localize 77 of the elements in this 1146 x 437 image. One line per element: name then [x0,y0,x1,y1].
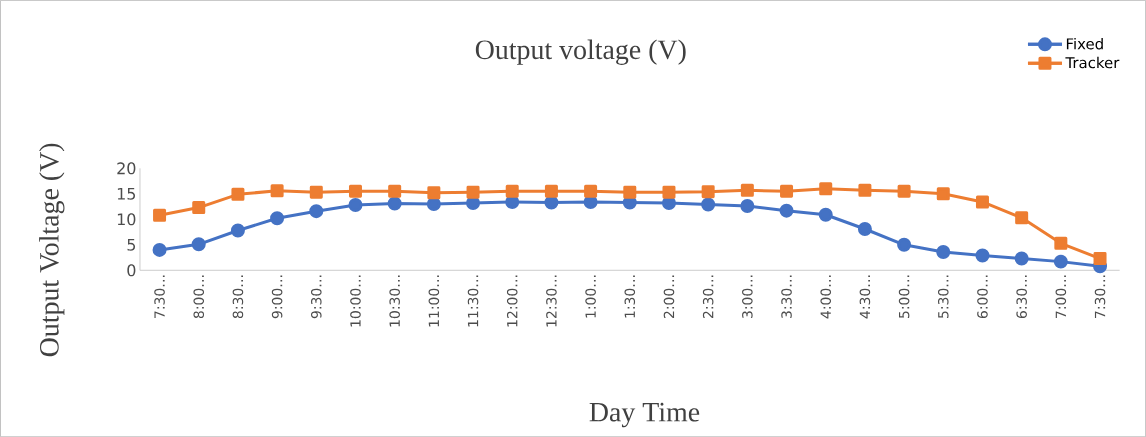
point [1014,251,1029,266]
legend-label: Tracker [1065,56,1120,69]
point [231,187,245,201]
point [466,185,480,199]
point [584,184,598,198]
point [857,221,872,236]
point [975,195,989,209]
x-tick-label: 12:30… [546,275,557,327]
point [270,184,284,198]
point [348,184,362,198]
x-tick-label: 8:00… [193,275,205,318]
point [505,184,519,198]
x-tick-label: 3:00… [742,275,753,318]
point [1015,211,1029,225]
point [544,184,558,198]
point [1054,236,1068,250]
point [270,211,285,226]
x-tick-label: 2:00… [663,275,675,318]
point [740,183,754,197]
point [427,186,441,200]
point [623,185,637,199]
point [701,197,716,212]
point [819,182,833,196]
x-tick-label: 9:00… [271,275,283,319]
legend-label: Fixed [1066,37,1103,50]
y-tick-label: 0 [127,264,136,277]
point [191,237,206,252]
x-tick-label: 5:30… [938,275,949,318]
x-tick-label: 9:30… [311,275,322,319]
x-tick-label: 4:30… [859,275,871,319]
y-tick-label: 20 [117,162,136,175]
point [897,184,911,198]
point [309,204,324,219]
x-tick-label: 11:00… [428,275,440,327]
point [936,187,950,201]
point [1093,251,1107,265]
point [152,242,167,257]
x-tick-label: 10:00… [350,275,361,327]
point [662,185,676,199]
x-tick-label: 2:30… [702,275,714,318]
point [818,207,833,222]
x-tick-label: 1:30… [624,275,636,318]
y-tick-label: 15 [117,187,136,200]
point [1053,254,1068,269]
point [780,184,794,198]
point [779,203,794,218]
x-tick-label: 4:00… [820,275,831,319]
y-axis-title: Output Voltage (V) [39,143,65,357]
x-axis-title: Day Time [589,402,700,428]
point [936,244,951,259]
x-tick-label: 12:00… [506,275,518,327]
point [153,208,167,222]
point [192,200,206,214]
point [230,223,245,238]
x-tick-label: 5:00… [898,275,910,318]
point [740,198,755,213]
point [387,196,402,211]
x-tick-label: 11:30… [467,275,479,327]
x-tick-label: 6:30… [1016,275,1027,318]
x-tick-label: 3:30… [781,275,792,318]
x-tick-label: 10:30… [389,275,400,327]
point [897,237,912,252]
point [309,185,323,199]
x-tick-label: 7:30… [154,275,165,318]
x-tick-label: 8:30… [232,275,244,318]
point [975,248,990,263]
point [701,185,715,199]
x-tick-label: 7:30… [1094,275,1106,318]
point [348,197,363,212]
x-tick-label: 6:00… [977,275,988,318]
chart-title: Output voltage (V) [475,39,686,65]
y-tick-label: 10 [117,213,136,226]
point [388,184,402,198]
x-tick-label: 1:00… [585,275,596,318]
point [858,183,872,197]
x-tick-label: 7:00… [1055,275,1067,318]
y-tick-label: 5 [127,238,136,251]
